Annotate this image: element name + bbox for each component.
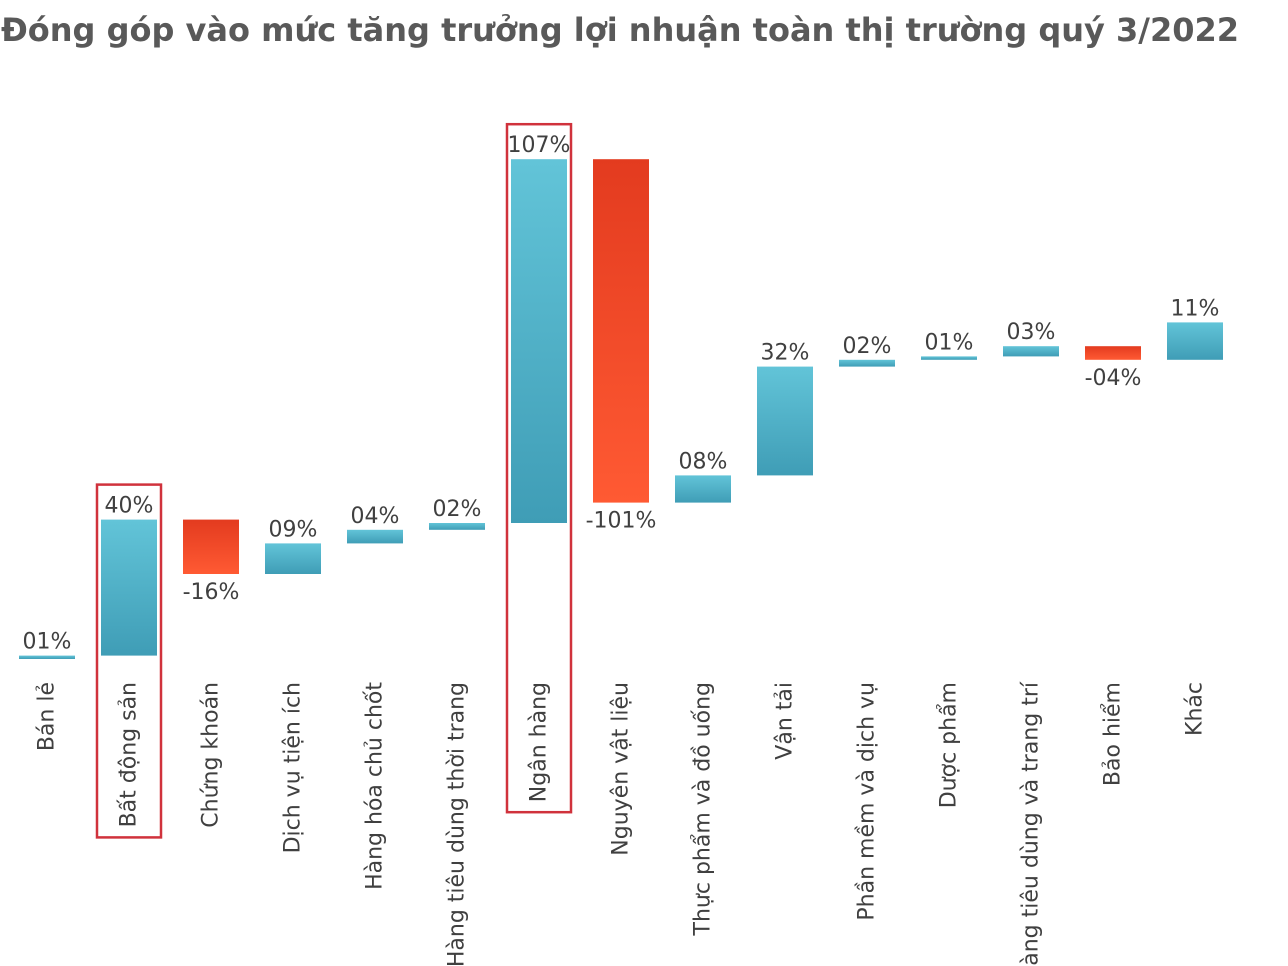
category-label-12: Dược phẩm [937,682,962,808]
bar-8 [593,159,649,503]
category-label-3: Chứng khoán [199,682,224,828]
bar-13 [1003,346,1059,357]
bar-2 [101,519,157,656]
data-label-4: 09% [269,517,318,542]
category-label-6: Hàng tiêu dùng thời trang [445,682,470,966]
category-label-5: Hàng hóa chủ chốt [363,682,388,890]
bar-1 [19,655,75,659]
category-label-11: Phần mềm và dịch vụ [855,682,880,921]
category-label-2: Bất động sản [117,682,142,827]
data-label-12: 01% [925,330,974,355]
category-label-7: Ngân hàng [527,682,552,802]
bar-6 [429,523,485,530]
bar-15 [1167,322,1223,360]
data-label-8: -101% [586,509,657,534]
highlight-box-2 [505,122,573,814]
bar-7 [511,159,567,523]
bar-9 [675,475,731,503]
data-label-7: 107% [508,133,571,158]
bar-14 [1085,346,1141,360]
data-label-6: 02% [433,497,482,522]
category-label-4: Dịch vụ tiện ích [281,682,306,853]
data-label-14: -04% [1085,366,1142,391]
data-label-15: 11% [1171,296,1220,321]
data-label-11: 02% [843,334,892,359]
category-label-1: Bán lẻ [35,682,60,751]
bar-4 [265,543,321,574]
bar-3 [183,519,239,574]
data-label-10: 32% [761,341,810,366]
data-label-2: 40% [105,494,154,519]
data-label-1: 01% [23,630,72,655]
bar-5 [347,529,403,544]
category-label-10: Vận tải [773,682,798,760]
category-label-8: Nguyên vật liệu [609,682,634,856]
data-label-9: 08% [679,449,728,474]
category-label-13: Hàng tiêu dùng và trang trí [1019,681,1044,966]
highlight-box-1 [95,483,163,839]
category-label-14: Bảo hiểm [1101,682,1126,786]
data-label-13: 03% [1007,320,1056,345]
bar-10 [757,366,813,476]
category-label-9: Thực phẩm và đồ uống [691,682,716,936]
bar-11 [839,359,895,367]
category-label-15: Khác [1183,682,1208,736]
data-label-3: -16% [183,580,240,605]
bar-12 [921,356,977,360]
chart-title: Đóng góp vào mức tăng trưởng lợi nhuận t… [0,11,1240,49]
data-label-5: 04% [351,504,400,529]
